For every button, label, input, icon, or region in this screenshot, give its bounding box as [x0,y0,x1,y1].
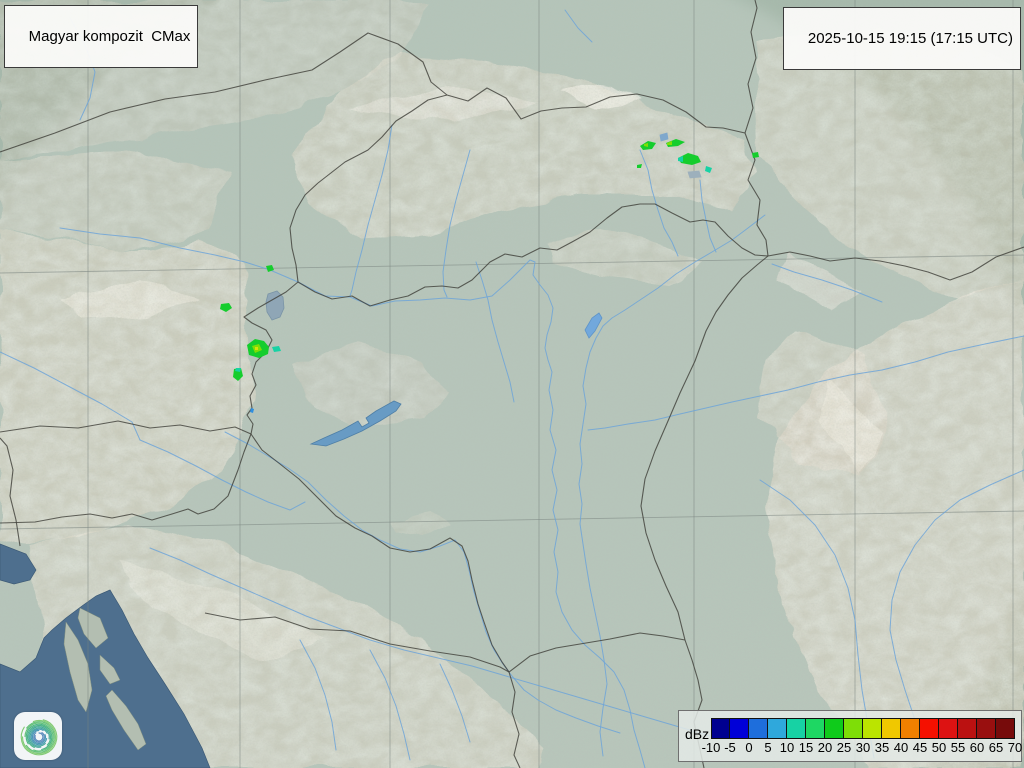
legend-color-swatch [882,718,901,739]
legend-tick: 15 [798,740,814,755]
spiral-logo-icon [20,719,58,756]
legend-color-swatch [996,718,1015,739]
dbz-label: dBz [685,726,710,742]
rivers [0,9,1024,768]
legend-color-swatch [730,718,749,739]
legend-tick: 5 [764,740,772,755]
legend-color-swatch [920,718,939,739]
legend-tick: 20 [817,740,833,755]
legend-tick: 55 [950,740,966,755]
legend-color-swatch [958,718,977,739]
radar-echo [678,153,701,165]
legend-color-swatch [749,718,768,739]
radar-echo [637,164,642,168]
radar-echo [752,152,759,158]
adriatic-islands [63,607,147,751]
lakes [265,132,702,447]
radar-echo [272,346,281,352]
radar-echo [667,141,672,145]
legend-tick: 60 [969,740,985,755]
legend-tick: 0 [745,740,753,755]
legend-color-swatch [806,718,825,739]
legend-tick: 35 [874,740,890,755]
legend-tick: -10 [701,740,721,755]
legend-color-swatch [863,718,882,739]
legend-color-swatch [939,718,958,739]
legend-tick: 10 [779,740,795,755]
legend-tick: 30 [855,740,871,755]
radar-echo [266,265,274,272]
legend-color-swatch [977,718,996,739]
legend-color-swatch [711,718,730,739]
legend-tick: -5 [724,740,736,755]
timestamp-box: 2025-10-15 19:15 (17:15 UTC) [783,7,1021,70]
legend-color-swatch [901,718,920,739]
radar-echoes [220,139,759,413]
radar-echo [705,166,712,173]
timestamp: 2025-10-15 19:15 (17:15 UTC) [807,30,1013,47]
hungaromet-logo [14,712,62,760]
radar-echo [233,368,243,381]
legend-tick: 70 [1007,740,1023,755]
radar-echo [644,143,648,147]
dbz-legend: dBz -10 -5 0 5 10 15 20 25 30 35 40 45 50 55 60 65 70 [678,710,1022,762]
product-title: Magyar kompozit CMax [28,28,191,45]
legend-color-swatch [844,718,863,739]
legend-color-swatch [768,718,787,739]
radar-echo [235,368,241,372]
radar-echo [255,347,258,350]
product-title-box: Magyar kompozit CMax [4,5,199,68]
legend-color-swatch [825,718,844,739]
legend-tick: 25 [836,740,852,755]
legend-tick: 50 [931,740,947,755]
radar-echo [678,156,683,162]
legend-color-swatch [787,718,806,739]
legend-tick: 40 [893,740,909,755]
radar-echo [250,408,254,413]
legend-tick: 45 [912,740,928,755]
radar-echo [220,303,232,312]
legend-tick: 65 [988,740,1004,755]
